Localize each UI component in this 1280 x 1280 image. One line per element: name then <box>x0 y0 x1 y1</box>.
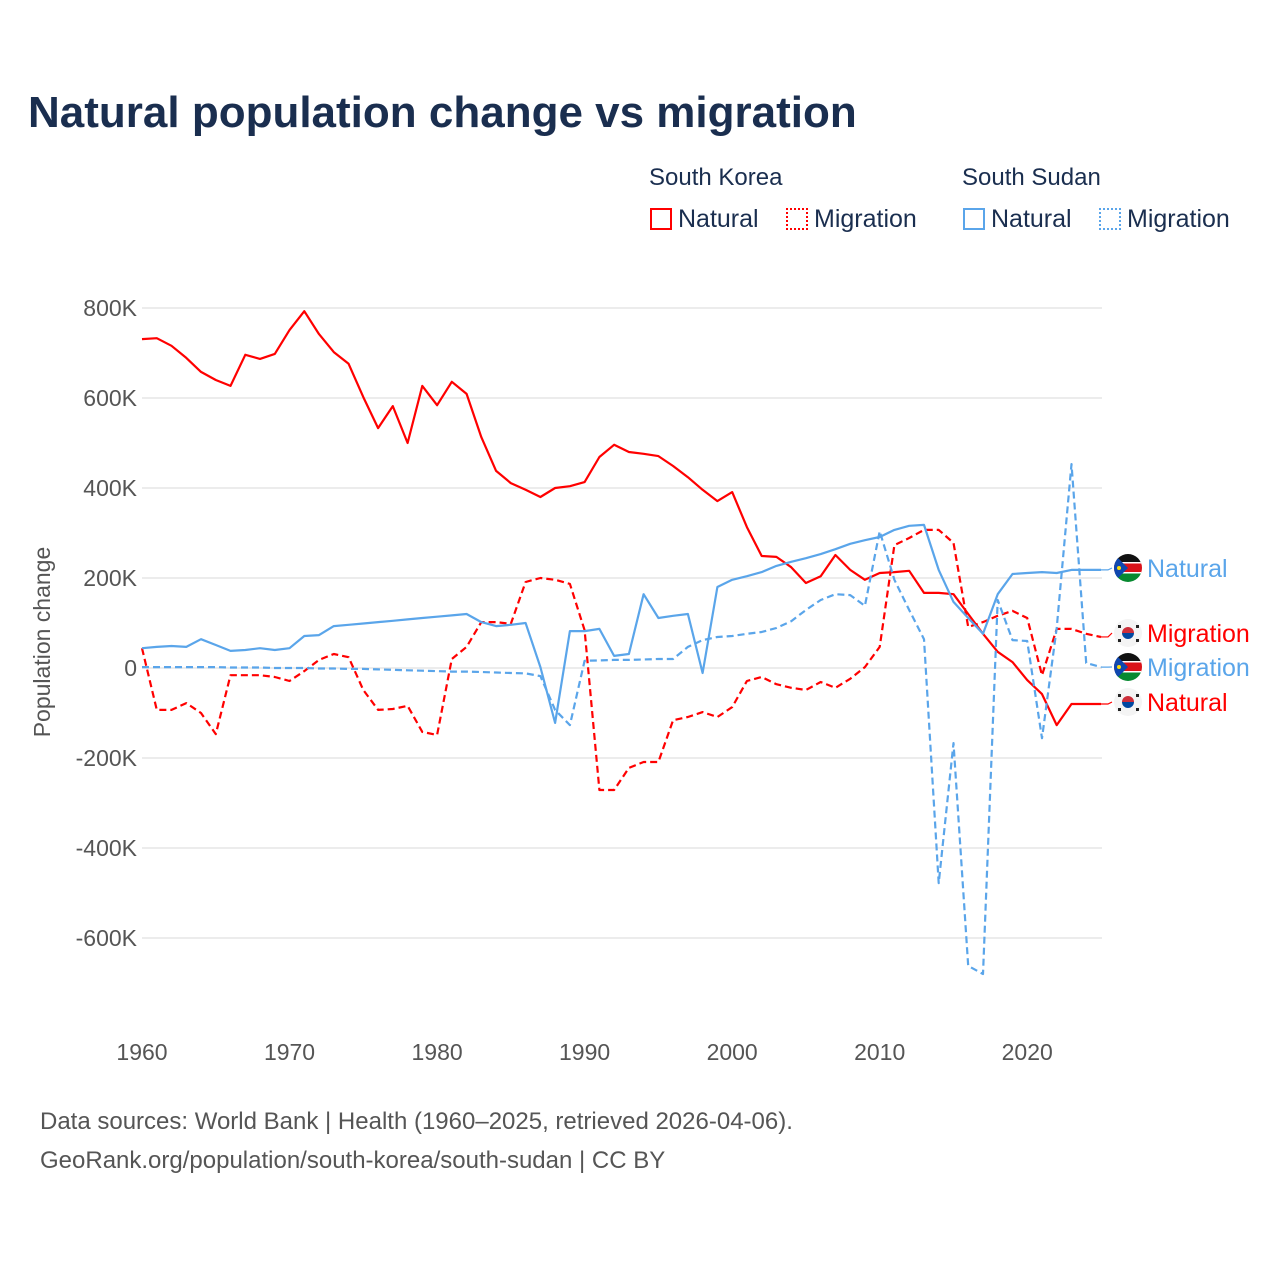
series-line-south-sudan-natural[interactable] <box>141 523 1101 725</box>
legend-swatch-dotted <box>1099 208 1121 230</box>
end-label-text: Migration <box>1147 654 1250 682</box>
legend-label: Migration <box>1127 205 1230 233</box>
legend-item-south-sudan-migration[interactable]: Migration <box>1099 205 1230 234</box>
y-tick-label: -200K <box>76 745 138 771</box>
end-label-south-sudan-natural: Natural <box>1101 554 1228 583</box>
x-tick-label: 1970 <box>264 1039 315 1065</box>
series-line-south-korea-natural[interactable] <box>141 310 1101 727</box>
legend-swatch-solid <box>650 208 672 230</box>
end-label-south-korea-natural: Natural <box>1101 688 1228 717</box>
label-connector <box>1101 632 1113 638</box>
y-tick-label: 400K <box>83 475 137 501</box>
south-korea-flag-icon <box>1114 619 1142 647</box>
legend-label: Migration <box>814 205 917 233</box>
chart-title: Natural population change vs migration <box>28 88 857 137</box>
legend-label: Natural <box>991 205 1072 233</box>
y-tick-label: 0 <box>124 655 137 681</box>
end-label-text: Natural <box>1147 555 1228 583</box>
x-tick-label: 2020 <box>1002 1039 1053 1065</box>
legend-group-south-sudan: South Sudan <box>962 164 1101 191</box>
legend-group-south-korea: South Korea <box>649 164 783 191</box>
y-tick-label: 600K <box>83 385 137 411</box>
end-label-south-korea-migration: Migration <box>1101 619 1250 648</box>
footer-sources: Data sources: World Bank | Health (1960–… <box>40 1108 793 1135</box>
legend-swatch-solid <box>963 208 985 230</box>
y-axis-label: Population change <box>29 547 55 738</box>
x-tick-label: 2000 <box>707 1039 758 1065</box>
south-sudan-flag-icon <box>1114 653 1142 681</box>
x-tick-label: 1960 <box>116 1039 167 1065</box>
y-tick-label: -400K <box>76 835 138 861</box>
legend-item-south-korea-migration[interactable]: Migration <box>786 205 917 234</box>
legend-label: Natural <box>678 205 759 233</box>
x-tick-label: 1990 <box>559 1039 610 1065</box>
label-connector <box>1101 567 1113 571</box>
x-tick-label: 2010 <box>854 1039 905 1065</box>
series-line-south-korea-migration[interactable] <box>140 528 1102 792</box>
y-tick-label: -600K <box>76 925 138 951</box>
end-label-south-sudan-migration: Migration <box>1101 653 1250 682</box>
x-tick-label: 1980 <box>411 1039 462 1065</box>
label-connector <box>1101 701 1113 705</box>
end-label-text: Natural <box>1147 689 1228 717</box>
end-label-text: Migration <box>1147 620 1250 648</box>
legend-swatch-dotted <box>786 208 808 230</box>
south-korea-flag-icon <box>1114 688 1142 716</box>
south-sudan-flag-icon <box>1114 554 1142 582</box>
footer-link[interactable]: GeoRank.org/population/south-korea/south… <box>40 1147 666 1174</box>
y-tick-label: 200K <box>83 565 137 591</box>
legend-item-south-sudan-natural[interactable]: Natural <box>963 205 1072 234</box>
legend-item-south-korea-natural[interactable]: Natural <box>650 205 759 234</box>
series-line-south-sudan-migration[interactable] <box>142 463 1102 976</box>
y-tick-label: 800K <box>83 295 137 321</box>
